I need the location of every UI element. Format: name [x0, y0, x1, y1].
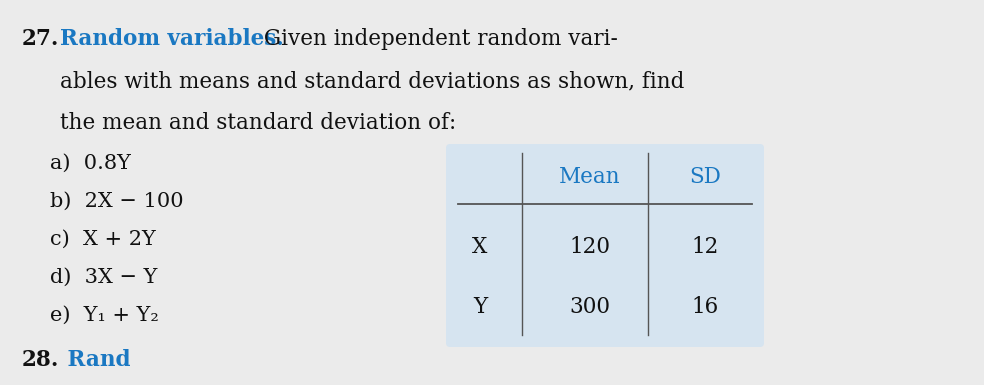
Text: Rand: Rand — [60, 349, 131, 371]
Text: the mean and standard deviation of:: the mean and standard deviation of: — [60, 112, 457, 134]
Text: e) Y₁ + Y₂: e) Y₁ + Y₂ — [50, 306, 158, 325]
Text: 12: 12 — [692, 236, 718, 258]
Text: 28.: 28. — [22, 349, 59, 371]
Text: 300: 300 — [570, 296, 610, 318]
Text: Mean: Mean — [559, 166, 621, 188]
Text: b) 2X − 100: b) 2X − 100 — [50, 192, 184, 211]
Text: X: X — [472, 236, 488, 258]
Text: SD: SD — [689, 166, 721, 188]
Text: Y: Y — [473, 296, 487, 318]
Text: ables with means and standard deviations as shown, find: ables with means and standard deviations… — [60, 70, 685, 92]
Text: Random variables.: Random variables. — [60, 28, 283, 50]
Text: 120: 120 — [570, 236, 610, 258]
Text: c) X + 2Y: c) X + 2Y — [50, 230, 155, 249]
Text: Given independent random vari-: Given independent random vari- — [257, 28, 618, 50]
Text: d) 3X − Y: d) 3X − Y — [50, 268, 157, 287]
Text: a) 0.8Y: a) 0.8Y — [50, 154, 131, 173]
Text: 27.: 27. — [22, 28, 59, 50]
Text: 16: 16 — [692, 296, 718, 318]
FancyBboxPatch shape — [446, 144, 764, 347]
